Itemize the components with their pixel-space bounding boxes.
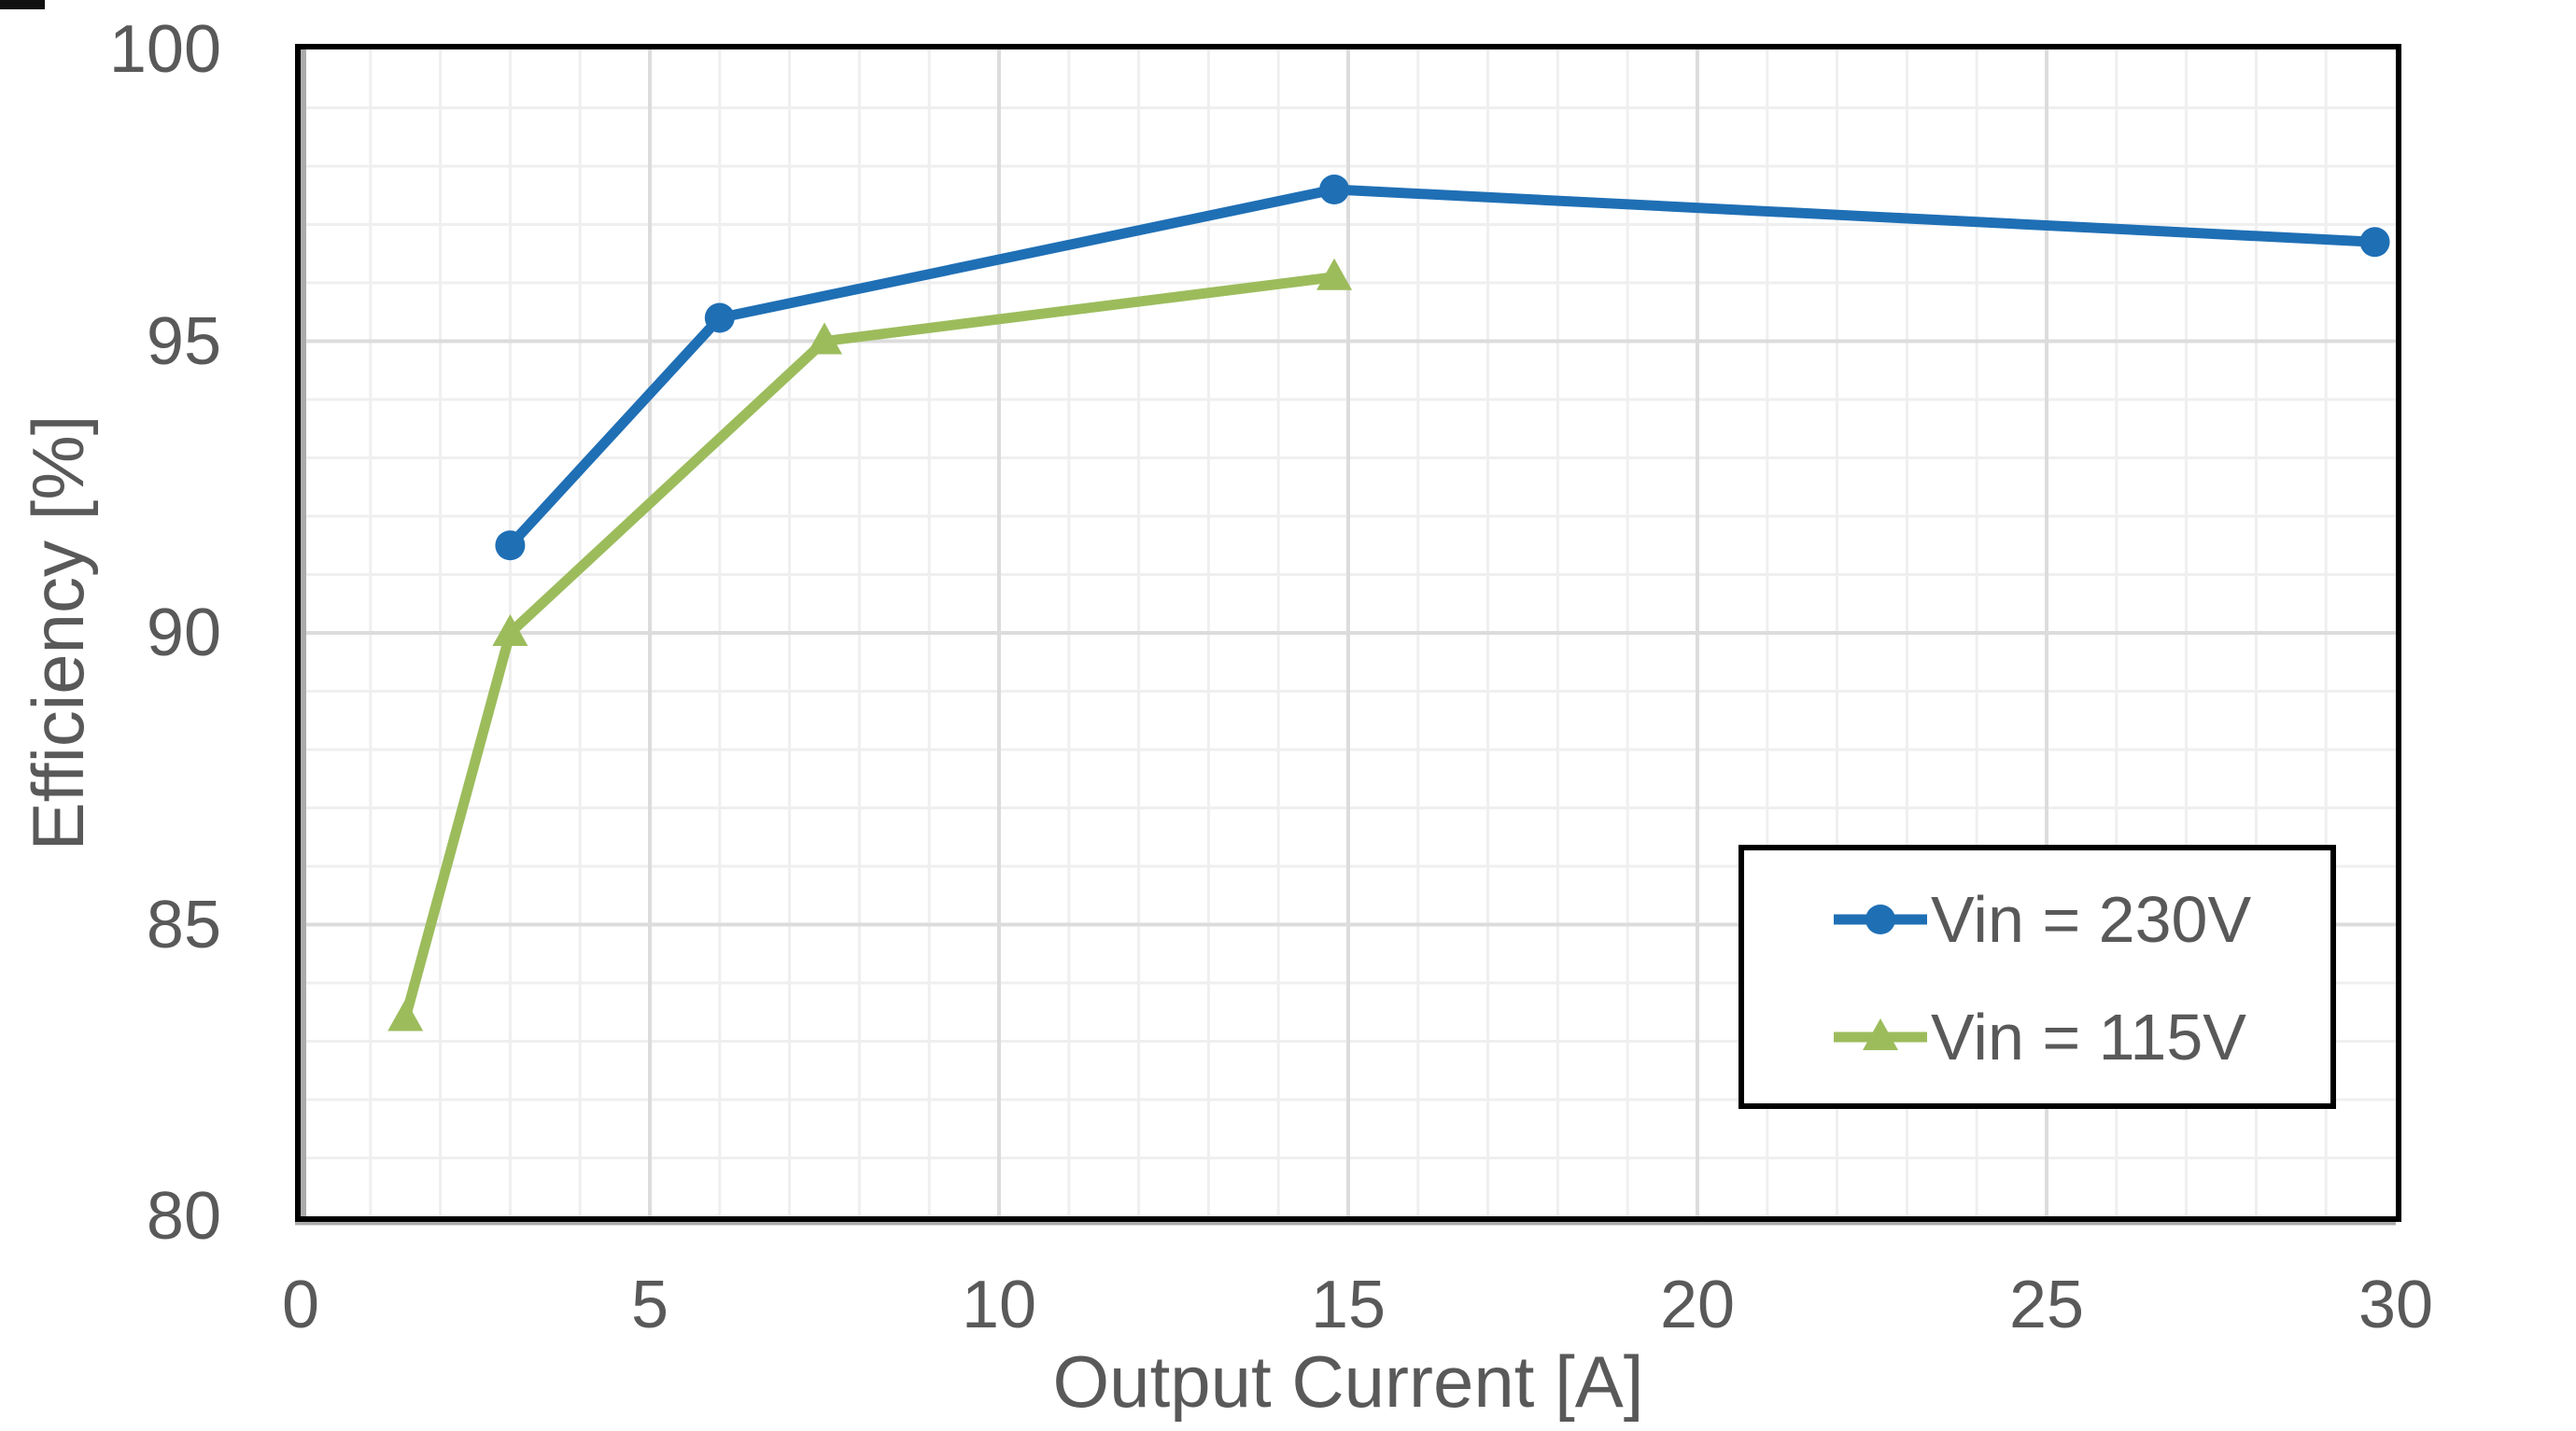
triangle-marker	[1863, 1018, 1898, 1050]
circle-marker	[2359, 227, 2390, 258]
series-0	[495, 175, 2390, 561]
triangle-marker	[387, 999, 424, 1031]
x-tick-label: 5	[630, 1268, 669, 1342]
series-line	[400, 272, 1340, 1023]
plot-border	[295, 44, 2401, 1222]
screenshot-crop-artifact	[0, 0, 45, 9]
x-tick-label: 10	[961, 1268, 1037, 1342]
legend-item-vin-230v: Vin = 230V	[1744, 880, 2330, 959]
circle-marker	[1319, 175, 1350, 204]
x-tick-label: 15	[1310, 1268, 1387, 1342]
y-axis-title: Efficiency [%]	[17, 414, 99, 851]
x-axis-title: Output Current [A]	[1052, 1340, 1644, 1423]
triangle-marker	[807, 322, 842, 355]
circle-marker	[1865, 905, 1895, 934]
legend: Vin = 230V Vin = 115V	[1738, 845, 2336, 1109]
x-tick-label: 30	[2358, 1268, 2434, 1342]
y-tick-label: 80	[146, 1179, 221, 1254]
line-triangle-marker-icon	[1834, 1018, 1927, 1050]
triangle-marker	[1316, 258, 1353, 290]
x-tick-label: 0	[281, 1268, 320, 1342]
series-1	[387, 258, 1353, 1031]
y-tick-label: 95	[146, 303, 221, 379]
triangle-marker	[492, 614, 528, 646]
circle-marker	[495, 530, 526, 561]
y-tick-label: 100	[108, 12, 221, 87]
series-line	[504, 184, 2381, 551]
legend-label-vin-115v: Vin = 115V	[1931, 1001, 2246, 1073]
x-tick-label: 20	[1659, 1268, 1736, 1342]
circle-marker	[704, 302, 735, 333]
legend-item-vin-115v: Vin = 115V	[1744, 998, 2330, 1076]
legend-label-vin-230v: Vin = 230V	[1931, 883, 2252, 956]
x-tick-label: 25	[2008, 1268, 2085, 1342]
line-circle-marker-icon	[1834, 905, 1927, 934]
y-tick-label: 90	[146, 596, 221, 670]
y-tick-label: 85	[146, 887, 221, 962]
